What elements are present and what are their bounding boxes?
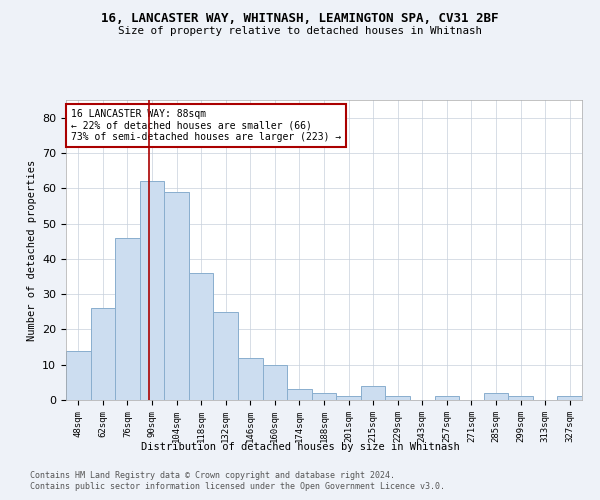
Bar [214,312,238,400]
Bar [140,181,164,400]
Bar [189,273,214,400]
Bar [484,393,508,400]
Text: Contains HM Land Registry data © Crown copyright and database right 2024.: Contains HM Land Registry data © Crown c… [30,471,395,480]
Bar [238,358,263,400]
Text: 16, LANCASTER WAY, WHITNASH, LEAMINGTON SPA, CV31 2BF: 16, LANCASTER WAY, WHITNASH, LEAMINGTON … [101,12,499,26]
Bar [557,396,582,400]
Bar [115,238,140,400]
Y-axis label: Number of detached properties: Number of detached properties [26,160,37,340]
Text: Contains public sector information licensed under the Open Government Licence v3: Contains public sector information licen… [30,482,445,491]
Bar [164,192,189,400]
Bar [312,393,336,400]
Bar [91,308,115,400]
Bar [66,350,91,400]
Bar [361,386,385,400]
Bar [385,396,410,400]
Bar [508,396,533,400]
Text: Size of property relative to detached houses in Whitnash: Size of property relative to detached ho… [118,26,482,36]
Bar [336,396,361,400]
Bar [263,364,287,400]
Bar [287,390,312,400]
Text: Distribution of detached houses by size in Whitnash: Distribution of detached houses by size … [140,442,460,452]
Text: 16 LANCASTER WAY: 88sqm
← 22% of detached houses are smaller (66)
73% of semi-de: 16 LANCASTER WAY: 88sqm ← 22% of detache… [71,109,341,142]
Bar [434,396,459,400]
